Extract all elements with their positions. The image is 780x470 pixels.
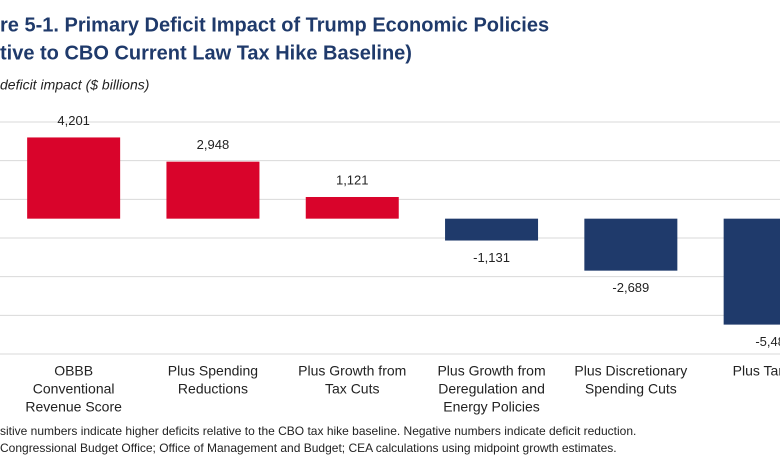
- data-label: -2,689: [612, 280, 649, 295]
- bar: [445, 218, 539, 241]
- bar: [27, 137, 121, 219]
- chart-title: tive to CBO Current Law Tax Hike Baselin…: [0, 42, 412, 64]
- data-label: -5,48: [755, 334, 780, 349]
- data-label: -1,131: [473, 250, 510, 265]
- data-label: 4,201: [57, 113, 90, 128]
- bar: [166, 161, 260, 219]
- x-tick-label: Revenue Score: [25, 399, 122, 415]
- x-tick-label: Conventional: [33, 381, 115, 397]
- x-tick-label: Energy Policies: [443, 399, 540, 415]
- x-tick-label: Spending Cuts: [585, 381, 677, 397]
- data-label: 1,121: [336, 172, 369, 187]
- x-tick-label: Plus Growth from: [298, 363, 406, 379]
- x-tick-label: Plus Discretionary: [574, 363, 687, 379]
- x-tick-label: Plus Growth from: [437, 363, 545, 379]
- x-tick-label: Deregulation and: [438, 381, 545, 397]
- bar: [305, 196, 399, 219]
- x-tick-label: OBBB: [54, 363, 93, 379]
- x-tick-label: Reductions: [178, 381, 248, 397]
- x-tick-label: Tax Cuts: [325, 381, 379, 397]
- chart-title: re 5-1. Primary Deficit Impact of Trump …: [0, 14, 549, 36]
- bar: [584, 218, 678, 271]
- y-axis-label: deficit impact ($ billions): [0, 77, 149, 93]
- data-label: 2,948: [197, 137, 230, 152]
- bar: [723, 218, 780, 325]
- note: sitive numbers indicate higher deficits …: [0, 424, 636, 438]
- x-tick-label: Plus Tariff R: [733, 363, 780, 379]
- note: Congressional Budget Office; Office of M…: [0, 441, 617, 455]
- x-tick-label: Plus Spending: [168, 363, 258, 379]
